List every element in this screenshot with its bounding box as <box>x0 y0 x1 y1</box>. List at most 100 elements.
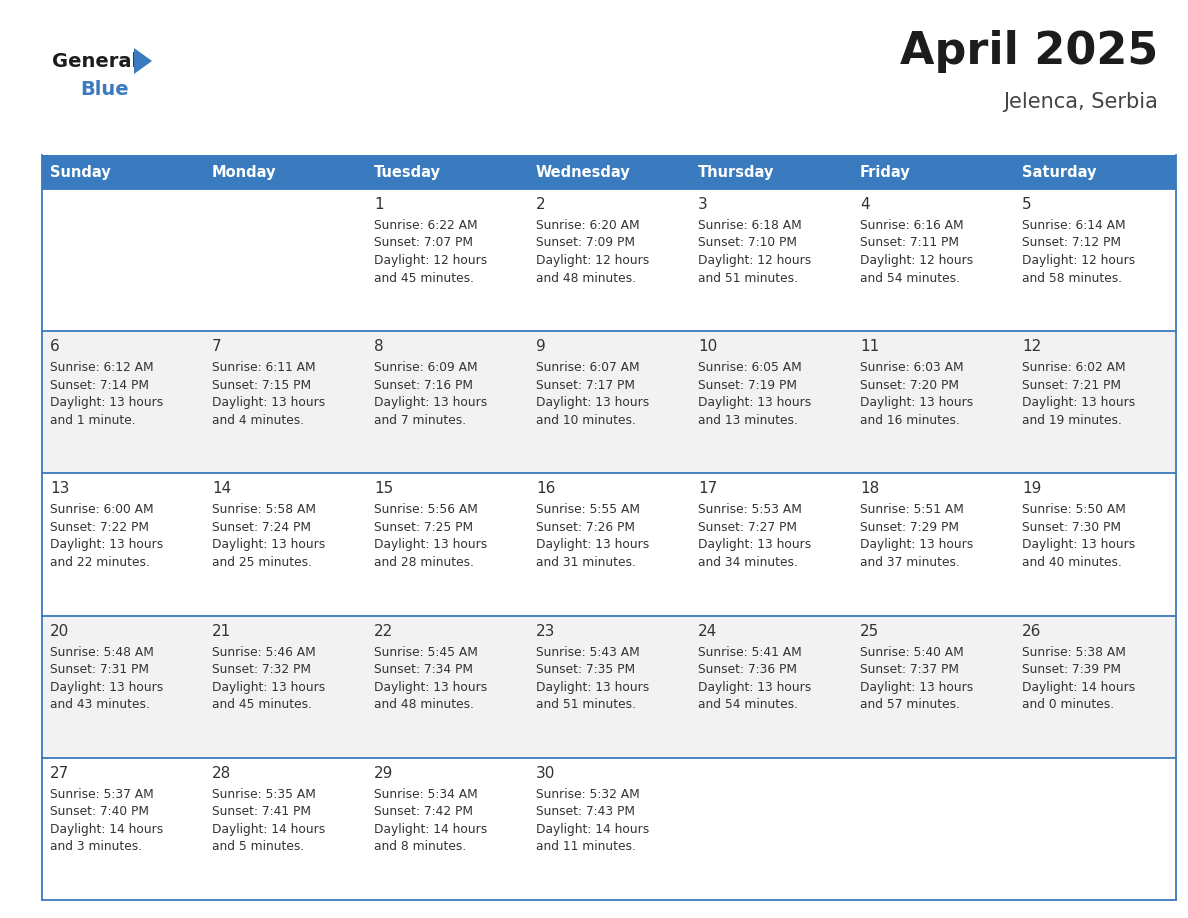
Text: Sunrise: 6:16 AM: Sunrise: 6:16 AM <box>860 219 963 232</box>
Text: Daylight: 14 hours: Daylight: 14 hours <box>50 823 163 835</box>
Text: Thursday: Thursday <box>699 164 775 180</box>
Bar <box>366 155 527 189</box>
Text: Daylight: 13 hours: Daylight: 13 hours <box>50 397 163 409</box>
Text: Sunset: 7:31 PM: Sunset: 7:31 PM <box>50 663 148 676</box>
Text: Sunset: 7:20 PM: Sunset: 7:20 PM <box>860 379 959 392</box>
Text: Friday: Friday <box>860 164 911 180</box>
Text: and 8 minutes.: and 8 minutes. <box>374 840 466 854</box>
Bar <box>204 155 366 189</box>
Text: and 51 minutes.: and 51 minutes. <box>536 698 636 711</box>
Text: April 2025: April 2025 <box>899 30 1158 73</box>
Text: and 45 minutes.: and 45 minutes. <box>374 272 474 285</box>
Text: Sunrise: 5:35 AM: Sunrise: 5:35 AM <box>211 788 316 800</box>
Text: 24: 24 <box>699 623 718 639</box>
Text: Sunset: 7:14 PM: Sunset: 7:14 PM <box>50 379 148 392</box>
Text: 3: 3 <box>699 197 708 212</box>
Text: and 48 minutes.: and 48 minutes. <box>536 272 636 285</box>
Text: 19: 19 <box>1022 481 1042 497</box>
Text: General: General <box>52 52 138 71</box>
Text: Sunset: 7:41 PM: Sunset: 7:41 PM <box>211 805 311 818</box>
Text: and 45 minutes.: and 45 minutes. <box>211 698 312 711</box>
Text: Sunset: 7:30 PM: Sunset: 7:30 PM <box>1022 521 1121 534</box>
Text: 21: 21 <box>211 623 232 639</box>
Bar <box>42 757 1176 900</box>
Bar <box>527 155 690 189</box>
Text: Daylight: 14 hours: Daylight: 14 hours <box>374 823 487 835</box>
Text: Sunrise: 5:48 AM: Sunrise: 5:48 AM <box>50 645 154 658</box>
Text: and 0 minutes.: and 0 minutes. <box>1022 698 1114 711</box>
Text: and 5 minutes.: and 5 minutes. <box>211 840 304 854</box>
Text: Daylight: 13 hours: Daylight: 13 hours <box>374 538 487 552</box>
Text: and 4 minutes.: and 4 minutes. <box>211 414 304 427</box>
Text: Sunrise: 6:20 AM: Sunrise: 6:20 AM <box>536 219 639 232</box>
Text: Daylight: 12 hours: Daylight: 12 hours <box>860 254 973 267</box>
Bar <box>1015 155 1176 189</box>
Text: and 19 minutes.: and 19 minutes. <box>1022 414 1121 427</box>
Text: Daylight: 13 hours: Daylight: 13 hours <box>1022 538 1136 552</box>
Text: 23: 23 <box>536 623 555 639</box>
Text: Sunrise: 6:03 AM: Sunrise: 6:03 AM <box>860 361 963 375</box>
Text: and 31 minutes.: and 31 minutes. <box>536 556 636 569</box>
Text: Sunset: 7:15 PM: Sunset: 7:15 PM <box>211 379 311 392</box>
Text: 1: 1 <box>374 197 384 212</box>
Bar <box>42 331 1176 474</box>
Text: Daylight: 12 hours: Daylight: 12 hours <box>699 254 811 267</box>
Text: Daylight: 13 hours: Daylight: 13 hours <box>536 397 650 409</box>
Text: Sunrise: 5:55 AM: Sunrise: 5:55 AM <box>536 503 640 517</box>
Text: Daylight: 13 hours: Daylight: 13 hours <box>50 680 163 694</box>
Text: Sunset: 7:39 PM: Sunset: 7:39 PM <box>1022 663 1121 676</box>
Text: Sunrise: 6:11 AM: Sunrise: 6:11 AM <box>211 361 316 375</box>
Bar <box>852 155 1015 189</box>
Bar <box>42 155 204 189</box>
Text: Daylight: 12 hours: Daylight: 12 hours <box>1022 254 1136 267</box>
Text: Daylight: 13 hours: Daylight: 13 hours <box>699 397 811 409</box>
Bar <box>42 189 1176 331</box>
Text: Sunset: 7:27 PM: Sunset: 7:27 PM <box>699 521 797 534</box>
Text: and 22 minutes.: and 22 minutes. <box>50 556 150 569</box>
Text: Sunset: 7:35 PM: Sunset: 7:35 PM <box>536 663 636 676</box>
Text: and 11 minutes.: and 11 minutes. <box>536 840 636 854</box>
Text: Daylight: 14 hours: Daylight: 14 hours <box>211 823 326 835</box>
Text: 11: 11 <box>860 339 879 354</box>
Text: Sunset: 7:11 PM: Sunset: 7:11 PM <box>860 237 959 250</box>
Text: Daylight: 13 hours: Daylight: 13 hours <box>211 397 326 409</box>
Text: Sunrise: 5:40 AM: Sunrise: 5:40 AM <box>860 645 963 658</box>
Text: and 54 minutes.: and 54 minutes. <box>699 698 798 711</box>
Text: Sunset: 7:26 PM: Sunset: 7:26 PM <box>536 521 636 534</box>
Text: 25: 25 <box>860 623 879 639</box>
Text: Daylight: 13 hours: Daylight: 13 hours <box>211 538 326 552</box>
Text: Sunset: 7:10 PM: Sunset: 7:10 PM <box>699 237 797 250</box>
Bar <box>42 474 1176 616</box>
Text: 12: 12 <box>1022 339 1041 354</box>
Text: Blue: Blue <box>80 80 128 99</box>
Bar <box>690 155 852 189</box>
Text: 10: 10 <box>699 339 718 354</box>
Text: Daylight: 13 hours: Daylight: 13 hours <box>699 538 811 552</box>
Text: 14: 14 <box>211 481 232 497</box>
Text: 15: 15 <box>374 481 393 497</box>
Text: and 58 minutes.: and 58 minutes. <box>1022 272 1123 285</box>
Text: Sunset: 7:17 PM: Sunset: 7:17 PM <box>536 379 636 392</box>
Text: Sunrise: 6:07 AM: Sunrise: 6:07 AM <box>536 361 639 375</box>
Polygon shape <box>134 48 152 74</box>
Text: and 10 minutes.: and 10 minutes. <box>536 414 636 427</box>
Text: 16: 16 <box>536 481 555 497</box>
Text: Sunrise: 5:46 AM: Sunrise: 5:46 AM <box>211 645 316 658</box>
Text: Daylight: 13 hours: Daylight: 13 hours <box>211 680 326 694</box>
Text: Sunset: 7:19 PM: Sunset: 7:19 PM <box>699 379 797 392</box>
Text: and 25 minutes.: and 25 minutes. <box>211 556 312 569</box>
Text: Daylight: 14 hours: Daylight: 14 hours <box>1022 680 1136 694</box>
Text: Sunset: 7:43 PM: Sunset: 7:43 PM <box>536 805 636 818</box>
Text: and 28 minutes.: and 28 minutes. <box>374 556 474 569</box>
Text: Sunrise: 6:05 AM: Sunrise: 6:05 AM <box>699 361 802 375</box>
Text: 29: 29 <box>374 766 393 781</box>
Text: Daylight: 13 hours: Daylight: 13 hours <box>374 397 487 409</box>
Text: Sunrise: 5:58 AM: Sunrise: 5:58 AM <box>211 503 316 517</box>
Text: Sunset: 7:34 PM: Sunset: 7:34 PM <box>374 663 473 676</box>
Text: Sunrise: 6:09 AM: Sunrise: 6:09 AM <box>374 361 478 375</box>
Text: Sunrise: 5:37 AM: Sunrise: 5:37 AM <box>50 788 153 800</box>
Text: Sunset: 7:29 PM: Sunset: 7:29 PM <box>860 521 959 534</box>
Text: and 54 minutes.: and 54 minutes. <box>860 272 960 285</box>
Text: 27: 27 <box>50 766 69 781</box>
Text: Sunrise: 5:53 AM: Sunrise: 5:53 AM <box>699 503 802 517</box>
